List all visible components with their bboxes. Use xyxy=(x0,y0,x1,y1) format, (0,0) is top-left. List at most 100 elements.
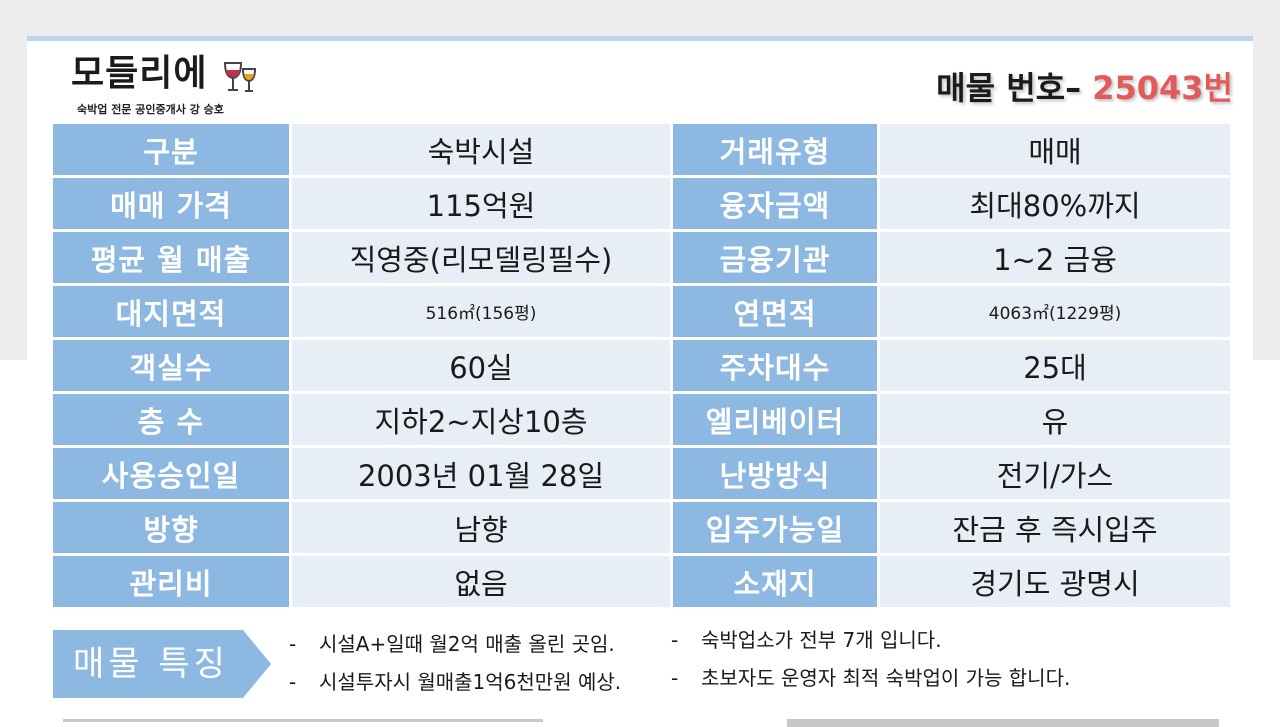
row-label: 금융기관 xyxy=(673,232,877,283)
feature-item: - 초보자도 운영자 최적 숙박업이 가능 합니다. xyxy=(671,659,1070,697)
row-value: 25대 xyxy=(880,340,1230,391)
cell-gap xyxy=(670,556,673,607)
cell-gap xyxy=(289,502,292,553)
cell-gap xyxy=(289,124,292,175)
row-label: 융자금액 xyxy=(673,178,877,229)
row-value: 경기도 광명시 xyxy=(880,556,1230,607)
row-value: 숙박시설 xyxy=(292,124,670,175)
feature-tag-label: 매물 특징 xyxy=(73,644,229,684)
row-value: 잔금 후 즉시입주 xyxy=(880,502,1230,553)
row-label: 사용승인일 xyxy=(53,448,289,499)
row-value: 4063㎡(1229평) xyxy=(880,286,1230,337)
row-value: 60실 xyxy=(292,340,670,391)
bullet-dash: - xyxy=(289,632,297,656)
row-label: 평균 월 매출 xyxy=(53,232,289,283)
cell-gap xyxy=(289,556,292,607)
listing-number-title: 매물 번호– 25043번 xyxy=(936,63,1233,109)
logo-subtitle: 숙박업 전문 공인중개사 강 승호 xyxy=(77,103,224,116)
cell-gap xyxy=(877,394,880,445)
feature-text: 초보자도 운영자 최적 숙박업이 가능 합니다. xyxy=(701,666,1071,690)
cell-gap xyxy=(670,286,673,337)
bullet-dash: - xyxy=(289,670,297,694)
row-label: 방향 xyxy=(53,502,289,553)
cell-gap xyxy=(670,232,673,283)
row-value: 1~2 금융 xyxy=(880,232,1230,283)
feature-text: 숙박업소가 전부 7개 입니다. xyxy=(701,628,942,652)
row-value: 직영중(리모델링필수) xyxy=(292,232,670,283)
info-row: 매매 가격 115억원 융자금액 최대80%까지 xyxy=(53,178,1230,229)
row-label: 소재지 xyxy=(673,556,877,607)
cell-gap xyxy=(670,178,673,229)
info-row: 방향 남향 입주가능일 잔금 후 즉시입주 xyxy=(53,502,1230,553)
pentagon-arrow-shape xyxy=(53,630,271,698)
cell-gap xyxy=(877,448,880,499)
row-value: 지하2~지상10층 xyxy=(292,394,670,445)
feature-text: 시설A+일때 월2억 매출 올린 곳임. xyxy=(319,632,615,656)
row-value: 매매 xyxy=(880,124,1230,175)
cell-gap xyxy=(877,286,880,337)
cell-gap xyxy=(289,394,292,445)
info-row: 층 수 지하2~지상10층 엘리베이터 유 xyxy=(53,394,1230,445)
cell-gap xyxy=(670,448,673,499)
cell-gap xyxy=(670,340,673,391)
row-label: 대지면적 xyxy=(53,286,289,337)
listing-prefix: 매물 번호– xyxy=(936,69,1093,107)
info-row: 대지면적 516㎡(156평) 연면적 4063㎡(1229평) xyxy=(53,286,1230,337)
cell-gap xyxy=(877,124,880,175)
row-value: 115억원 xyxy=(292,178,670,229)
info-row: 평균 월 매출 직영중(리모델링필수) 금융기관 1~2 금융 xyxy=(53,232,1230,283)
bullet-dash: - xyxy=(671,628,679,652)
info-row: 관리비 없음 소재지 경기도 광명시 xyxy=(53,556,1230,607)
cell-gap xyxy=(670,502,673,553)
cell-gap xyxy=(289,232,292,283)
cell-gap xyxy=(877,178,880,229)
row-label: 객실수 xyxy=(53,340,289,391)
wine-glass-icon xyxy=(223,62,257,92)
row-label: 엘리베이터 xyxy=(673,394,877,445)
bullet-dash: - xyxy=(671,666,679,690)
cell-gap xyxy=(289,286,292,337)
feature-item: - 시설A+일때 월2억 매출 올린 곳임. xyxy=(289,625,621,663)
feature-item: - 시설투자시 월매출1억6천만원 예상. xyxy=(289,663,621,701)
cell-gap xyxy=(289,340,292,391)
row-value: 516㎡(156평) xyxy=(292,286,670,337)
cell-gap xyxy=(289,178,292,229)
logo: 모들리에 숙박업 전문 공인중개사 강 승호 xyxy=(71,51,331,121)
feature-text: 시설투자시 월매출1억6천만원 예상. xyxy=(319,670,622,694)
cell-gap xyxy=(877,502,880,553)
row-label: 거래유형 xyxy=(673,124,877,175)
row-value: 최대80%까지 xyxy=(880,178,1230,229)
info-row: 객실수 60실 주차대수 25대 xyxy=(53,340,1230,391)
row-label: 난방방식 xyxy=(673,448,877,499)
feature-tag: 매물 특징 xyxy=(53,630,271,698)
row-label: 연면적 xyxy=(673,286,877,337)
cell-gap xyxy=(670,124,673,175)
cell-gap xyxy=(877,232,880,283)
row-label: 관리비 xyxy=(53,556,289,607)
row-label: 매매 가격 xyxy=(53,178,289,229)
feature-list-left: - 시설A+일때 월2억 매출 올린 곳임. - 시설투자시 월매출1억6천만원 예… xyxy=(289,625,621,701)
cell-gap xyxy=(289,448,292,499)
feature-item: - 숙박업소가 전부 7개 입니다. xyxy=(671,621,1070,659)
row-value: 남향 xyxy=(292,502,670,553)
listing-slide: 모들리에 숙박업 전문 공인중개사 강 승호 매물 번호– 25043번 구분 숙… xyxy=(27,36,1253,727)
row-label: 층 수 xyxy=(53,394,289,445)
info-row: 사용승인일 2003년 01월 28일 난방방식 전기/가스 xyxy=(53,448,1230,499)
cell-gap xyxy=(877,556,880,607)
info-row: 구분 숙박시설 거래유형 매매 xyxy=(53,124,1230,175)
logo-text: 모들리에 xyxy=(71,53,208,94)
listing-number: 25043번 xyxy=(1092,69,1233,107)
row-label: 주차대수 xyxy=(673,340,877,391)
row-value: 없음 xyxy=(292,556,670,607)
row-label: 구분 xyxy=(53,124,289,175)
row-value: 유 xyxy=(880,394,1230,445)
feature-list-right: - 숙박업소가 전부 7개 입니다. - 초보자도 운영자 최적 숙박업이 가능 합… xyxy=(671,621,1070,697)
row-label: 입주가능일 xyxy=(673,502,877,553)
cell-gap xyxy=(877,340,880,391)
property-info-table: 구분 숙박시설 거래유형 매매 매매 가격 115억원 융자금액 최대80%까지 평균 월 매출… xyxy=(53,121,1230,610)
bottom-divider-right xyxy=(787,719,1219,727)
row-value: 2003년 01월 28일 xyxy=(292,448,670,499)
cell-gap xyxy=(670,394,673,445)
row-value: 전기/가스 xyxy=(880,448,1230,499)
bottom-divider-left xyxy=(63,719,543,722)
